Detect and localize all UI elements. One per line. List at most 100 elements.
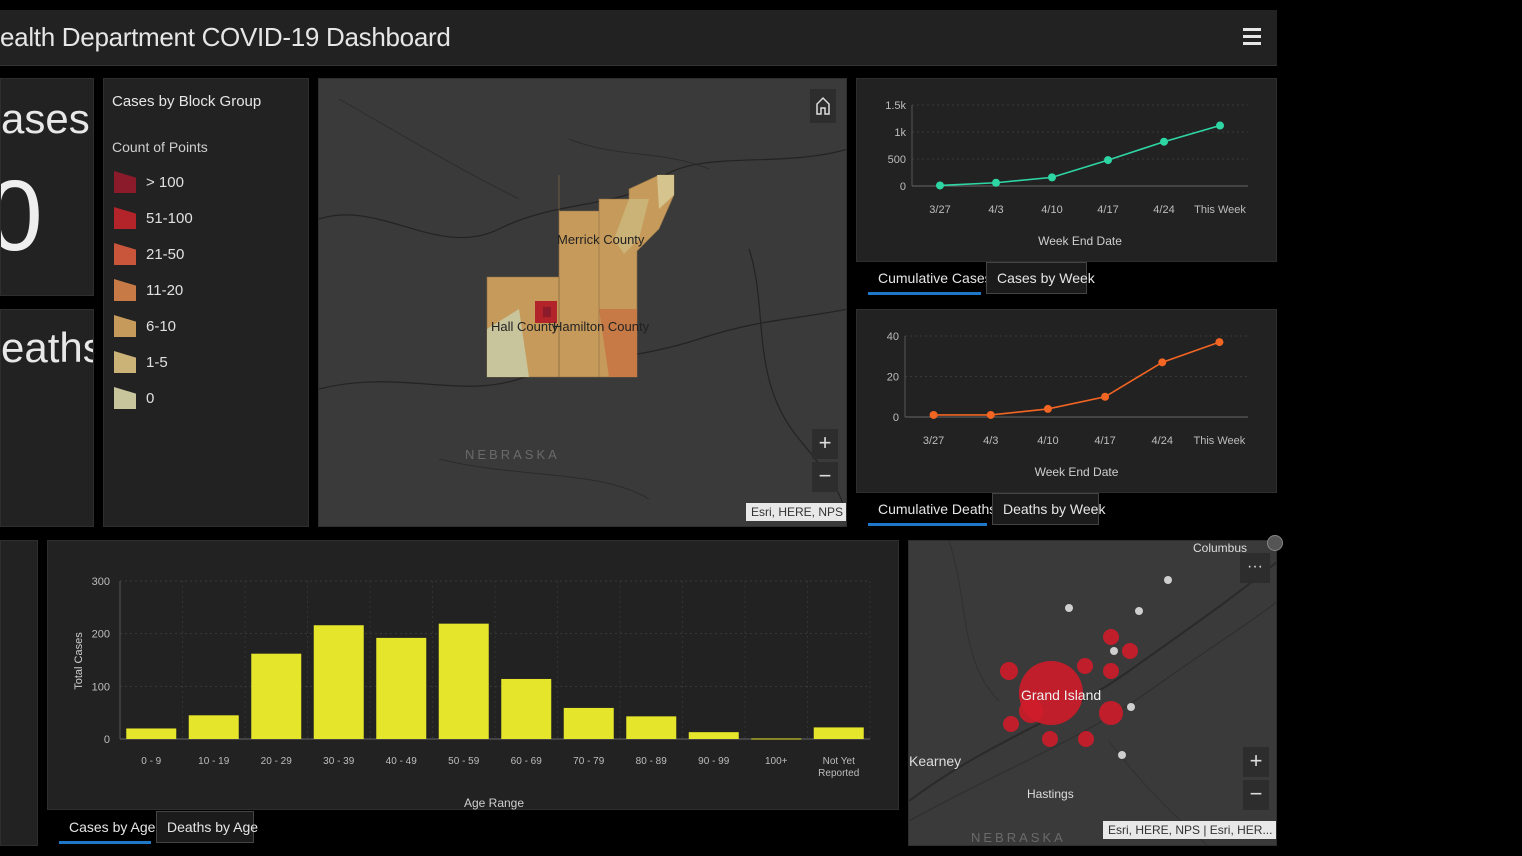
- bar: [563, 707, 614, 739]
- expand-icon[interactable]: [1267, 535, 1283, 551]
- x-axis-title: Week End Date: [1038, 234, 1122, 248]
- nebraska-label: NEBRASKA: [465, 447, 560, 462]
- x-tick-label: 3/27: [929, 204, 950, 216]
- series-line: [933, 341, 1220, 416]
- y-tick-label: 0: [893, 412, 899, 424]
- x-tick-label: Not Yet: [823, 756, 855, 767]
- bar: [438, 623, 489, 739]
- small-map[interactable]: Columbus Grand Island Kearney Hastings N…: [908, 540, 1277, 846]
- legend-item-label: 21-50: [146, 245, 185, 263]
- small-map-zoom-out-button[interactable]: −: [1243, 780, 1269, 810]
- bar: [313, 625, 364, 739]
- left-lower-panel: [0, 540, 38, 846]
- data-point: [986, 410, 995, 419]
- grand-island-label: Grand Island: [1021, 687, 1102, 703]
- legend-item-label: > 100: [146, 173, 184, 191]
- data-point: [992, 178, 1000, 187]
- x-tick-label: 30 - 39: [323, 756, 355, 767]
- x-tick-label: 4/3: [983, 435, 998, 447]
- main-map-zoom-out-button[interactable]: −: [812, 462, 838, 492]
- hastings-label: Hastings: [1027, 787, 1074, 801]
- x-tick-label: 4/17: [1097, 204, 1118, 216]
- merrick-county-label: Merrick County: [557, 232, 645, 247]
- age-bar-chart: 0 100 200 300 0 - 9 10 - 19 20 - 29 30 - 39 40 -…: [73, 576, 871, 810]
- legend-item: > 100: [114, 169, 184, 195]
- age-bar-chart-panel: 0 100 200 300 0 - 9 10 - 19 20 - 29 30 - 39 40 -…: [47, 540, 899, 810]
- x-tick-label: 40 - 49: [386, 756, 418, 767]
- deaths-indicator: eaths: [0, 309, 94, 527]
- dashboard-title: ealth Department COVID-19 Dashboard: [0, 22, 451, 52]
- bar: [626, 716, 677, 739]
- legend-swatch: [114, 351, 136, 373]
- x-tick-label: 10 - 19: [198, 756, 230, 767]
- hamburger-menu-icon[interactable]: [1237, 24, 1267, 50]
- deaths-indicator-label: eaths: [1, 324, 94, 371]
- legend-item: 21-50: [114, 241, 184, 267]
- tab-cumulative-deaths[interactable]: Cumulative Deaths: [868, 494, 996, 526]
- x-tick-label: 4/10: [1041, 204, 1062, 216]
- data-point: [929, 410, 938, 419]
- x-tick-label: 70 - 79: [573, 756, 605, 767]
- y-tick-label: 20: [887, 372, 899, 384]
- y-tick-label: 0: [900, 181, 906, 193]
- more-options-button[interactable]: ···: [1240, 553, 1270, 583]
- main-map[interactable]: Merrick County Hall County Hamilton Coun…: [318, 78, 847, 527]
- data-point: [1104, 156, 1112, 165]
- legend-item: 51-100: [114, 205, 193, 231]
- x-tick-label: 20 - 29: [261, 756, 293, 767]
- data-point: [1158, 358, 1167, 367]
- y-tick-label: 100: [92, 681, 110, 693]
- bar: [501, 678, 552, 739]
- x-axis-title: Age Range: [464, 796, 524, 810]
- cases-line-chart-panel: 0 500 1k 1.5k 3/27 4/3 4/10 4/17 4/24 This Week We…: [856, 78, 1277, 262]
- bar: [751, 738, 802, 740]
- x-tick-label: Reported: [818, 768, 859, 779]
- main-map-zoom-in-button[interactable]: +: [812, 429, 838, 459]
- data-point: [1160, 137, 1168, 146]
- x-tick-label: 80 - 89: [636, 756, 668, 767]
- x-tick-label: 4/17: [1094, 435, 1115, 447]
- x-tick-label: 4/24: [1153, 204, 1174, 216]
- tab-cases-by-week[interactable]: Cases by Week: [986, 262, 1095, 294]
- data-point: [1216, 121, 1224, 130]
- legend-item: 0: [114, 385, 154, 411]
- deaths-line-chart: 0 20 40 3/27 4/3 4/10 4/17 4/24 This Week Week En…: [887, 331, 1248, 479]
- hall-county-label: Hall County: [491, 319, 559, 334]
- bar: [688, 732, 739, 739]
- legend-swatch: [114, 207, 136, 229]
- x-axis-title: Week End Date: [1035, 465, 1119, 479]
- x-tick-label: 4/24: [1152, 435, 1173, 447]
- x-tick-label: 4/3: [988, 204, 1003, 216]
- legend-swatch: [114, 279, 136, 301]
- data-point: [936, 181, 944, 190]
- tab-deaths-by-week[interactable]: Deaths by Week: [992, 493, 1105, 525]
- y-tick-label: 1k: [894, 127, 906, 139]
- x-tick-label: 3/27: [923, 435, 944, 447]
- home-button[interactable]: [810, 89, 836, 123]
- legend-item: 1-5: [114, 349, 168, 375]
- small-map-nebraska-label: NEBRASKA: [971, 830, 1066, 845]
- data-point: [1101, 392, 1110, 401]
- legend-item-label: 51-100: [146, 209, 193, 227]
- data-point: [1048, 173, 1056, 182]
- home-icon: [816, 96, 830, 115]
- legend-item-label: 6-10: [146, 317, 177, 335]
- y-axis-title: Total Cases: [73, 632, 85, 690]
- deaths-line-chart-panel: 0 20 40 3/27 4/3 4/10 4/17 4/24 This Week Week En…: [856, 309, 1277, 493]
- tab-cases-by-age[interactable]: Cases by Age: [59, 812, 155, 844]
- legend-item-label: 1-5: [146, 353, 168, 371]
- x-tick-label: 100+: [765, 756, 788, 767]
- bar: [251, 653, 302, 739]
- legend-item-label: 0: [146, 389, 155, 407]
- legend-item: 6-10: [114, 313, 176, 339]
- small-map-attribution: Esri, HERE, NPS | Esri, HER...: [1103, 821, 1276, 839]
- x-tick-label: 4/10: [1037, 435, 1058, 447]
- tab-cumulative-cases[interactable]: Cumulative Cases: [868, 263, 992, 295]
- y-tick-label: 300: [92, 576, 110, 588]
- x-tick-label: This Week: [1194, 204, 1246, 216]
- bar: [376, 637, 427, 739]
- small-map-zoom-in-button[interactable]: +: [1243, 747, 1269, 777]
- data-point: [1215, 338, 1224, 347]
- main-map-basemap: [319, 98, 846, 516]
- tab-deaths-by-age[interactable]: Deaths by Age: [156, 811, 258, 843]
